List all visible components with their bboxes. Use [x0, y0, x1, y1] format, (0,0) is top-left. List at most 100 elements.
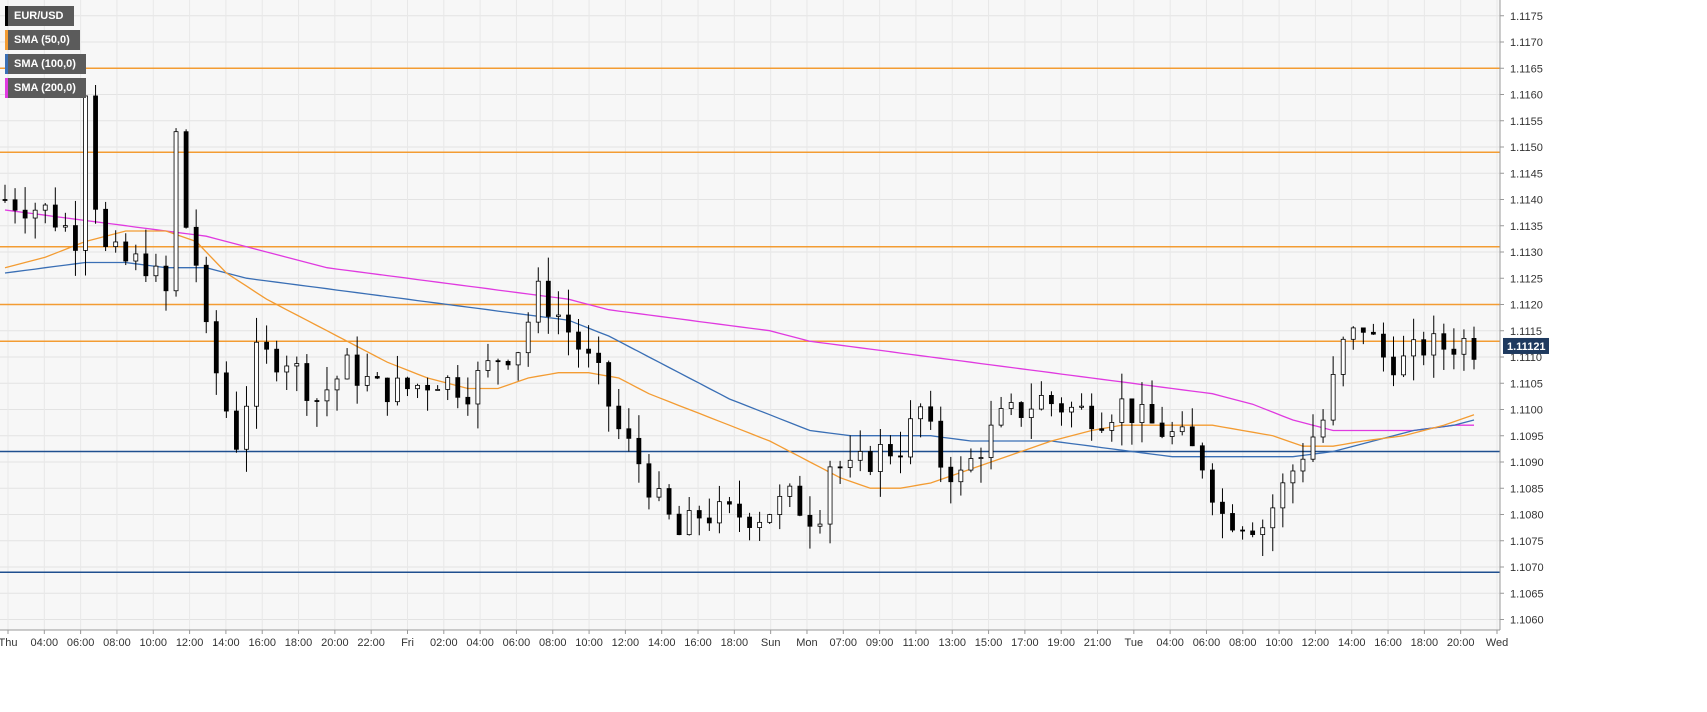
x-tick-label: Fri: [401, 637, 414, 649]
y-tick-label: 1.1135: [1510, 221, 1543, 233]
candle-body: [52, 204, 58, 228]
candle-body: [183, 131, 189, 228]
candle-body: [1169, 431, 1175, 437]
candle-body: [1230, 513, 1235, 531]
candle-body: [1119, 398, 1125, 423]
legend-item-sma50[interactable]: SMA (50,0): [5, 30, 80, 50]
candle-body: [1099, 428, 1105, 431]
sma-50-line: [4, 230, 1475, 489]
price-tag: 1.11121: [1503, 337, 1549, 354]
y-tick-label: 1.1175: [1510, 11, 1543, 23]
candle-body: [576, 331, 581, 350]
candle-body: [1008, 402, 1014, 409]
candle-body: [304, 363, 310, 401]
candle-body: [676, 513, 682, 536]
candle-body: [616, 405, 622, 430]
x-tick-label: 07:00: [830, 637, 858, 649]
candle-body: [264, 341, 270, 350]
x-tick-label: 04:00: [466, 637, 494, 649]
candle-body: [566, 314, 571, 333]
candle-body: [1421, 339, 1427, 356]
candle-body: [163, 265, 169, 292]
candle-body: [193, 226, 199, 266]
candle-body: [1250, 530, 1256, 535]
y-tick-label: 1.1120: [1510, 300, 1543, 312]
candle-body: [606, 362, 612, 407]
legend-item-sma100[interactable]: SMA (100,0): [5, 54, 86, 74]
candle-body: [12, 199, 18, 211]
candle-body: [626, 428, 632, 439]
x-tick-label: 04:00: [31, 637, 59, 649]
candle-body: [636, 437, 642, 465]
candle-body: [324, 389, 330, 402]
candle-body: [515, 352, 521, 366]
candle-body: [143, 253, 149, 277]
candle-body: [213, 321, 219, 374]
x-tick-label: 16:00: [1374, 637, 1402, 649]
candle-body: [314, 400, 320, 402]
candle-body: [1028, 408, 1034, 418]
candle-body: [1240, 529, 1245, 532]
candle-body: [555, 314, 561, 317]
candle-body: [998, 408, 1004, 426]
candle-body: [908, 418, 913, 458]
y-tick-label: 1.1100: [1510, 405, 1543, 417]
candle-body: [596, 352, 602, 363]
x-tick-label: 18:00: [285, 637, 313, 649]
candle-body: [123, 241, 129, 262]
candle-body: [1451, 348, 1457, 355]
x-tick-label: 14:00: [212, 637, 240, 649]
candle-body: [455, 377, 461, 398]
candle-body: [1441, 333, 1447, 350]
candle-body: [1461, 338, 1467, 355]
y-tick-label: 1.1060: [1510, 615, 1544, 627]
x-tick-label: 13:00: [938, 637, 966, 649]
candle-body: [284, 365, 290, 373]
x-tick-label: Tue: [1125, 637, 1144, 649]
candle-body: [928, 406, 934, 422]
legend-item-eurusd[interactable]: EUR/USD: [5, 6, 74, 26]
candle-body: [958, 469, 964, 483]
candle-body: [223, 372, 229, 412]
y-tick-label: 1.1115: [1510, 326, 1542, 338]
candle-body: [1290, 470, 1296, 484]
candle-body: [767, 514, 773, 523]
y-tick-label: 1.1065: [1510, 588, 1544, 600]
candle-body: [1320, 419, 1326, 438]
candle-body: [847, 459, 853, 468]
candle-body: [1340, 338, 1346, 375]
candle-body: [113, 241, 119, 247]
candle-body: [817, 523, 823, 527]
y-tick-label: 1.1070: [1510, 562, 1544, 574]
legend-label: SMA (100,0): [14, 58, 76, 70]
candle-body: [646, 463, 652, 498]
x-tick-label: Thu: [0, 637, 17, 649]
candle-body: [747, 516, 752, 528]
candle-body: [545, 280, 551, 317]
x-tick-label: 20:00: [1447, 637, 1475, 649]
candle-body: [405, 377, 410, 390]
candle-body: [1280, 482, 1286, 509]
candle-body: [153, 265, 159, 277]
legend-swatch: [5, 78, 8, 98]
candle-body: [837, 466, 843, 469]
x-tick-label: 12:00: [176, 637, 204, 649]
x-tick-label: 08:00: [539, 637, 567, 649]
candle-body: [344, 354, 350, 380]
candle-body: [485, 360, 491, 371]
candle-body: [757, 521, 763, 528]
y-tick-label: 1.1125: [1510, 273, 1543, 285]
x-tick-label: 21:00: [1084, 637, 1112, 649]
legend-item-sma200[interactable]: SMA (200,0): [5, 78, 86, 98]
moving-averages: [4, 209, 1475, 489]
x-tick-label: 14:00: [648, 637, 676, 649]
candle-body: [1330, 374, 1336, 421]
candle-body: [1431, 333, 1437, 356]
candle-body: [948, 466, 954, 483]
sma-200-line: [4, 209, 1474, 432]
candle-body: [234, 410, 239, 450]
x-tick-label: 09:00: [866, 637, 894, 649]
candle-body: [918, 406, 924, 420]
candle-body: [716, 501, 722, 524]
